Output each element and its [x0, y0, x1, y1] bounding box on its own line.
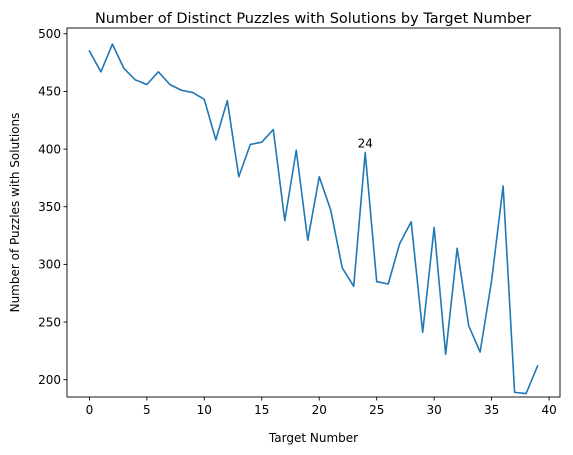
point-annotation: 24	[358, 137, 373, 151]
y-axis-ticks: 200 250 300 350 400 450 500	[38, 27, 67, 387]
y-tick-label: 250	[38, 315, 61, 329]
y-tick-label: 450	[38, 85, 61, 99]
x-axis-label: Target Number	[268, 431, 358, 445]
x-tick-label: 15	[254, 403, 269, 417]
x-tick-label: 30	[427, 403, 442, 417]
y-tick-label: 400	[38, 142, 61, 156]
y-tick-label: 200	[38, 373, 61, 387]
plot-area-frame	[66, 27, 561, 398]
annotations: 24	[358, 137, 373, 151]
x-tick-label: 20	[312, 403, 327, 417]
x-tick-label: 10	[197, 403, 212, 417]
x-tick-label: 5	[143, 403, 151, 417]
x-tick-label: 25	[369, 403, 384, 417]
x-axis-ticks: 0 5 10 15 20 25 30 35 40	[86, 397, 557, 417]
x-tick-label: 40	[541, 403, 556, 417]
series-line	[88, 43, 539, 395]
chart-title: Number of Distinct Puzzles with Solution…	[95, 11, 531, 27]
y-tick-label: 500	[38, 27, 61, 41]
y-tick-label: 350	[38, 200, 61, 214]
x-tick-label: 35	[484, 403, 499, 417]
x-tick-label: 0	[86, 403, 94, 417]
y-tick-label: 300	[38, 258, 61, 272]
y-axis-label: Number of Puzzles with Solutions	[8, 113, 22, 313]
